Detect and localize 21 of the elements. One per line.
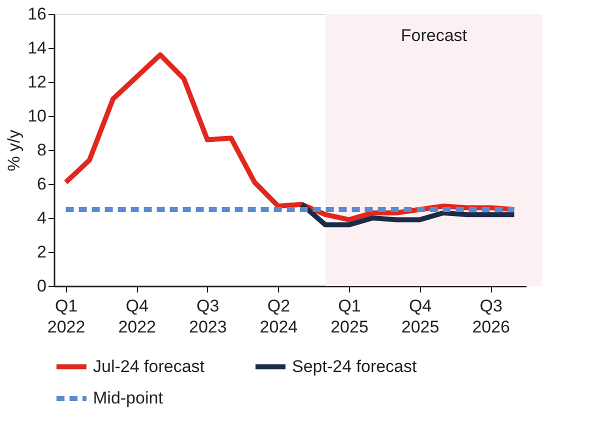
y-tick-label: 12 <box>28 72 46 92</box>
y-tick-label: 6 <box>37 174 46 194</box>
y-tick-label: 0 <box>37 276 46 296</box>
x-tick-label: Q1 2025 <box>330 296 368 336</box>
legend-label: Jul-24 forecast <box>93 356 205 376</box>
y-tick-label: 8 <box>37 140 46 160</box>
y-tick-label: 2 <box>37 242 46 262</box>
legend-label: Mid-point <box>93 388 164 408</box>
y-tick-label: 10 <box>28 106 46 126</box>
x-tick-label: Q4 2022 <box>118 296 156 336</box>
x-tick-label: Q1 2022 <box>47 296 86 336</box>
legend-label: Sept-24 forecast <box>292 356 418 376</box>
x-tick-label: Q2 2024 <box>260 296 298 336</box>
annotation: Forecast <box>400 26 468 45</box>
x-tick-label: Q3 2023 <box>188 296 227 336</box>
y-tick-label: 16 <box>28 4 46 24</box>
y-axis-title: % y/y <box>4 129 24 172</box>
x-tick-label: Q3 2026 <box>472 296 510 336</box>
x-tick-label: Q4 2025 <box>401 296 440 336</box>
y-tick-label: 4 <box>37 208 46 228</box>
y-tick-label: 14 <box>28 38 46 58</box>
